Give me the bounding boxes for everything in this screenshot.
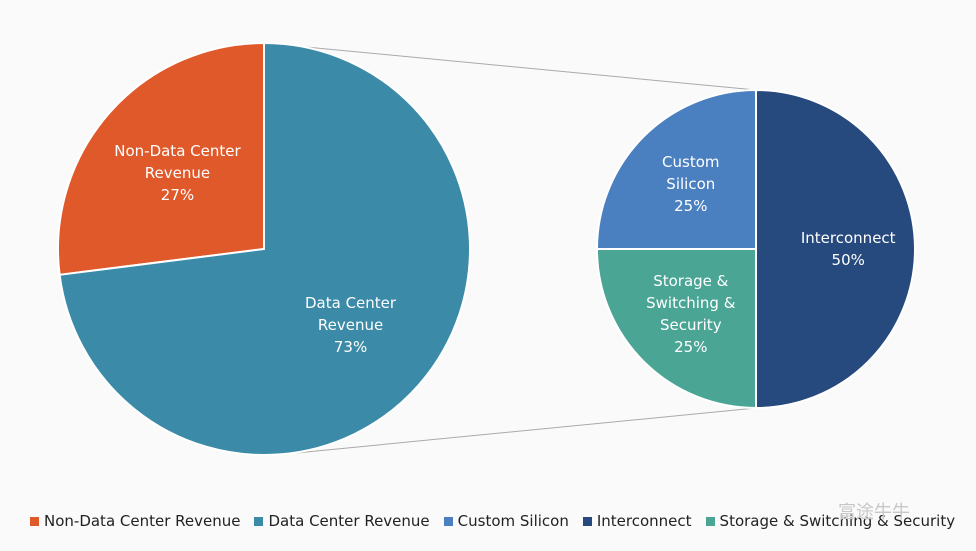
pie-slice [57, 41, 265, 276]
watermark: 富途牛牛 [838, 502, 910, 523]
legend-label: Custom Silicon [457, 512, 569, 530]
slice-label: Interconnect 50% [796, 189, 900, 309]
slice-label: Non-Data Center Revenue 27% [112, 113, 242, 233]
connector-line [263, 42, 757, 91]
legend-swatch [254, 516, 264, 526]
connector-line [295, 407, 757, 454]
legend-swatch [30, 516, 39, 526]
slice-category: Non-Data Center Revenue [114, 141, 241, 182]
slice-label: Data Center Revenue 73% [286, 265, 416, 385]
legend-label: Storage & Switching & Security [719, 512, 956, 530]
legend-item: Interconnect [582, 512, 692, 530]
slice-label-box: Custom Silicon 25% [639, 124, 743, 244]
slice-value: 50% [831, 251, 865, 269]
slice-label-box: Storage & Switching & Security 25% [639, 254, 743, 374]
slice-category: Interconnect [800, 229, 896, 247]
legend-item: Data Center Revenue [254, 512, 430, 530]
slice-category: Custom Silicon [662, 152, 720, 193]
slice-label-box: Non-Data Center Revenue 27% [112, 113, 242, 233]
legend-item: Non-Data Center Revenue [30, 512, 240, 530]
legend-swatch [582, 516, 592, 526]
legend: Non-Data Center Revenue Data Center Reven… [30, 512, 955, 530]
pie-slice [595, 88, 757, 250]
legend-label: Data Center Revenue [268, 512, 430, 530]
slice-category: Data Center Revenue [304, 294, 397, 335]
legend-label: Interconnect [596, 512, 692, 530]
legend-item: Storage & Switching & Security [705, 512, 956, 530]
legend-item: Custom Silicon [443, 512, 569, 530]
legend-swatch [705, 516, 715, 526]
slice-value: 25% [674, 196, 708, 215]
slice-value: 27% [160, 185, 195, 204]
pie-slice [755, 88, 916, 410]
legend-swatch [443, 516, 453, 526]
slice-label-box: Interconnect 50% [796, 189, 900, 309]
slice-label: Custom Silicon 25% [639, 124, 743, 244]
slice-label: Storage & Switching & Security 25% [639, 254, 743, 374]
pie-slice [58, 41, 471, 456]
legend-label: Non-Data Center Revenue [44, 512, 241, 530]
slice-value: 25% [674, 338, 708, 357]
pie-slice [595, 248, 757, 410]
slice-category: Storage & Switching & Security [646, 272, 736, 335]
slice-label-box: Data Center Revenue 73% [286, 265, 416, 385]
slice-value: 73% [333, 338, 368, 357]
